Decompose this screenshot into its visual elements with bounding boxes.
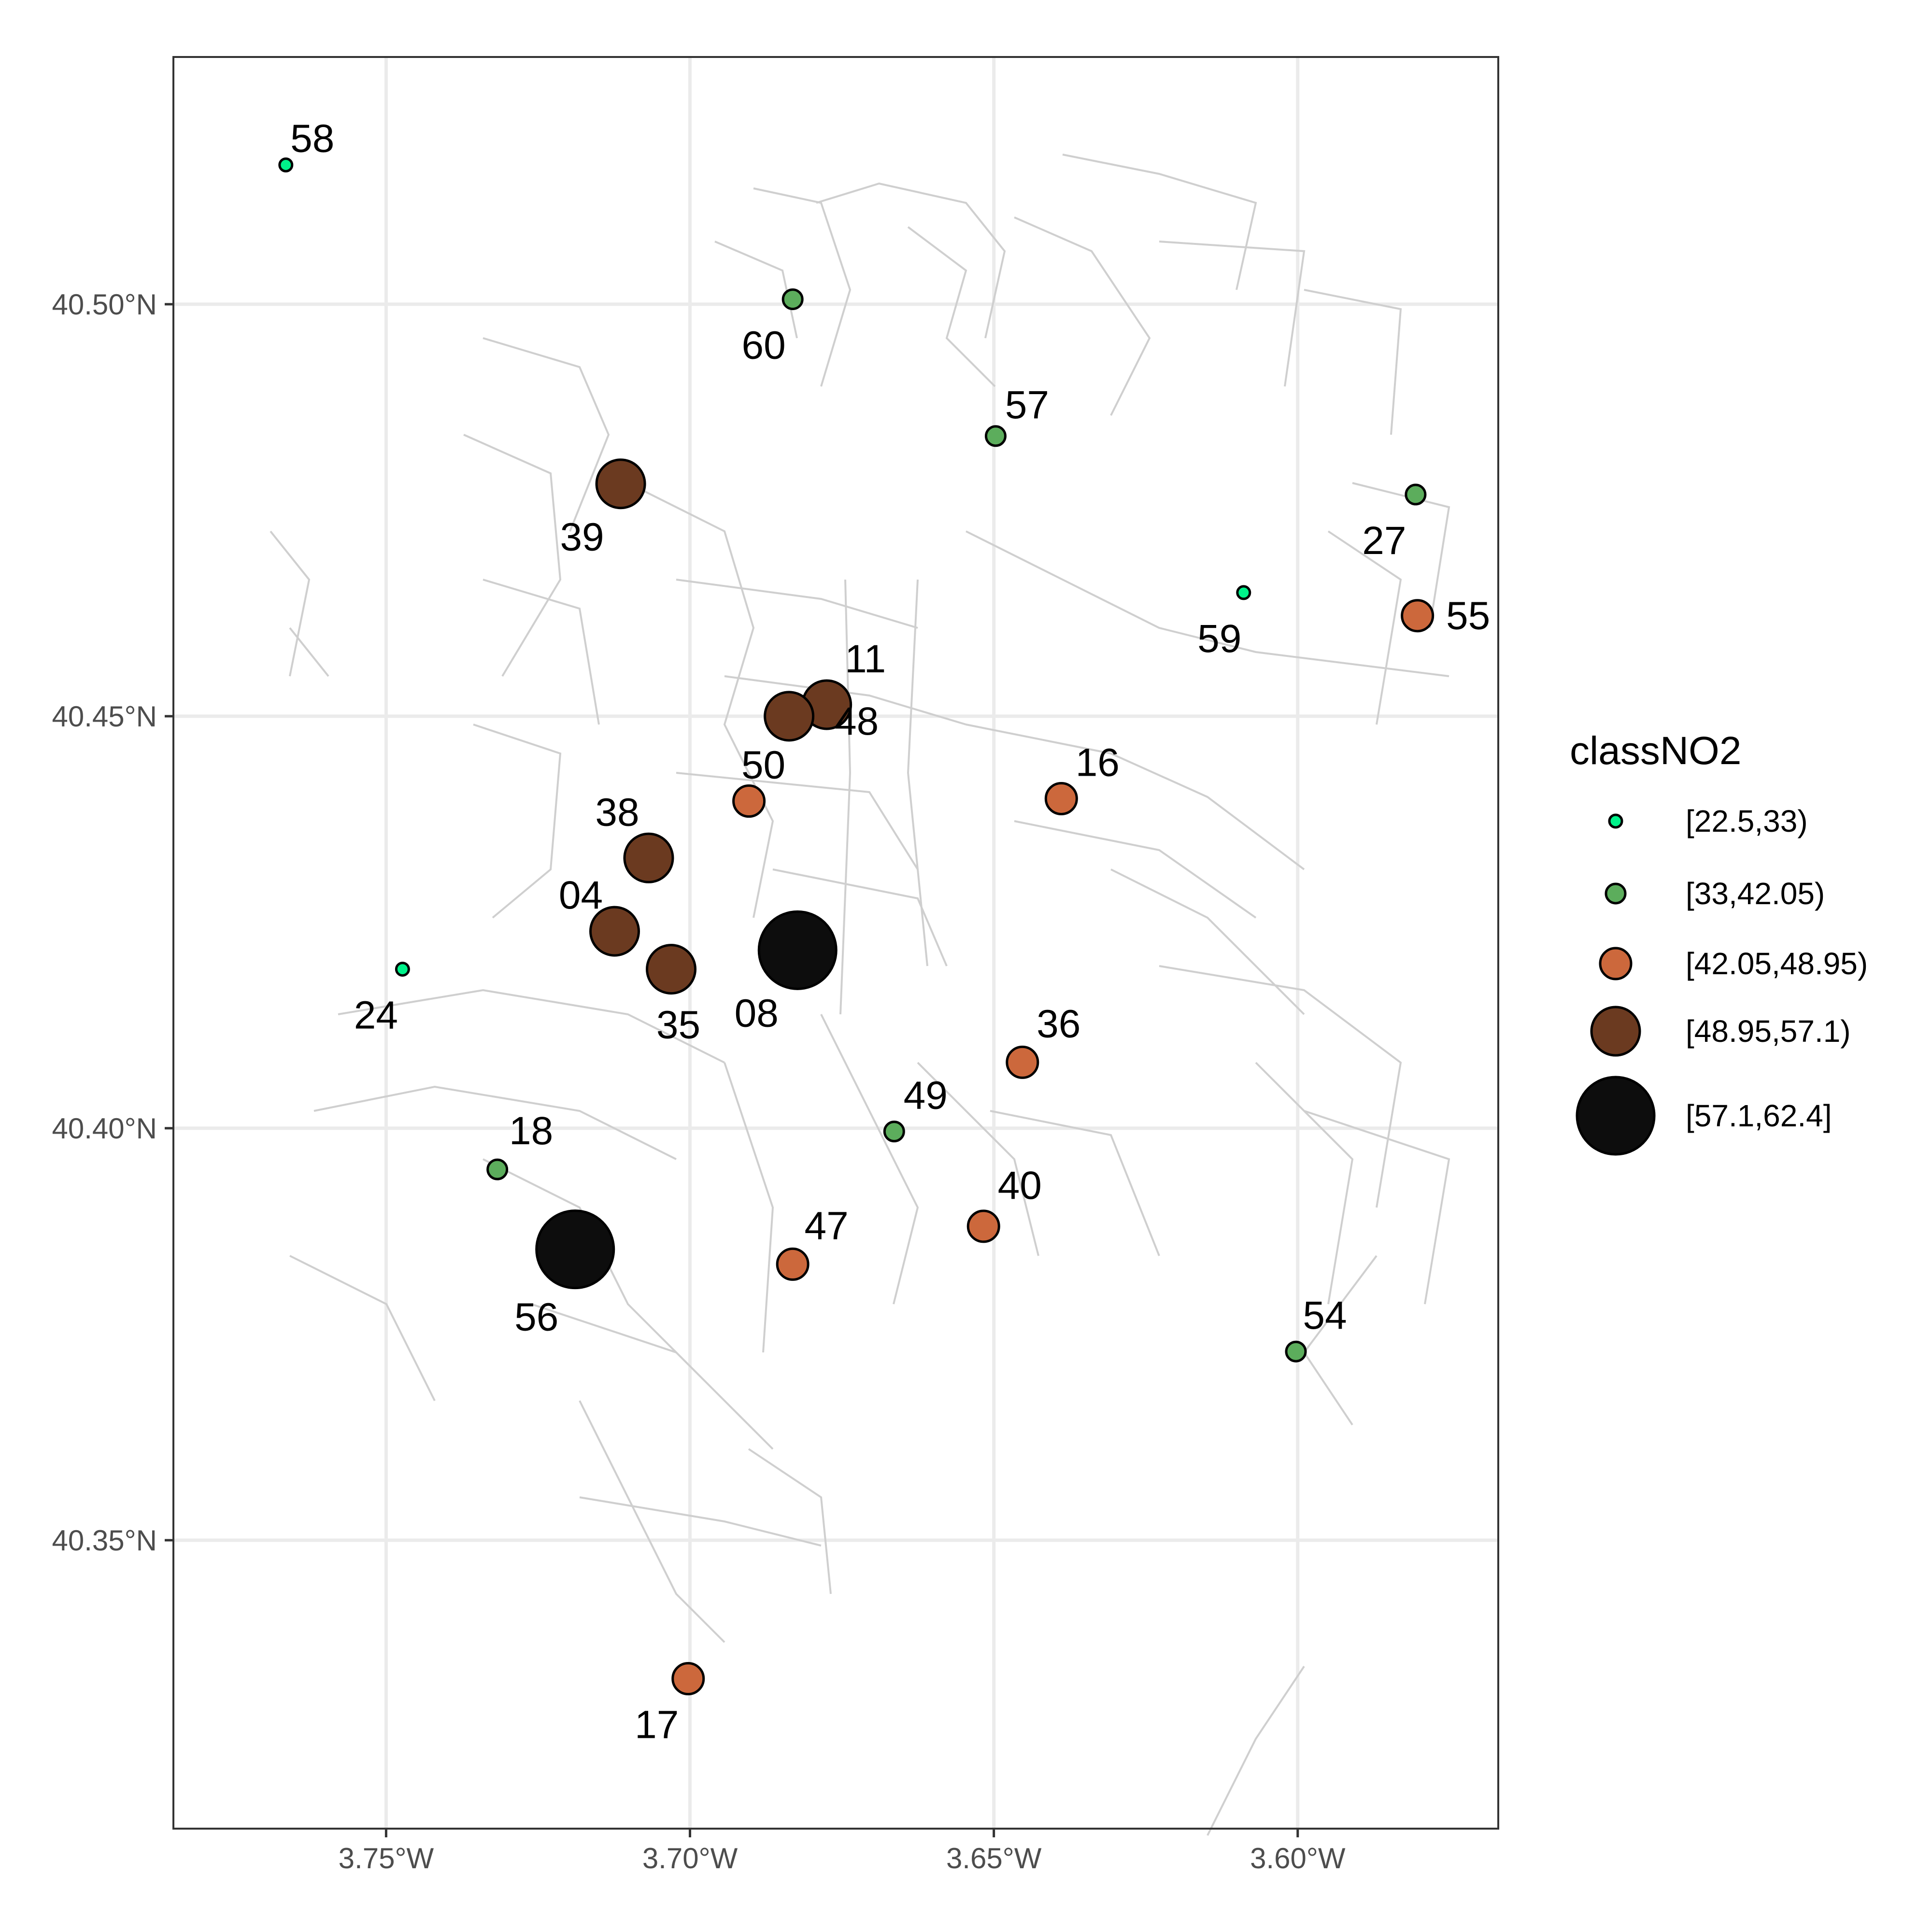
legend-key-4 <box>1576 1076 1656 1156</box>
station-label-38: 38 <box>595 790 639 834</box>
station-label-55: 55 <box>1446 594 1490 638</box>
y-tick-label: 40.50°N <box>52 288 157 321</box>
station-marker-40 <box>966 1209 1000 1243</box>
station-marker-60 <box>781 288 804 311</box>
station-label-08: 08 <box>735 991 779 1035</box>
legend-key-2 <box>1599 947 1633 980</box>
road-network-south <box>289 989 1305 1836</box>
station-marker-27 <box>1405 483 1427 506</box>
station-label-27: 27 <box>1362 519 1406 563</box>
map-panel: 58 60 57 39 27 59 55 11 50 16 38 48 04 08 24 35 36 49 18 40… <box>172 56 1499 1836</box>
x-tick-label: 3.75°W <box>339 1842 434 1875</box>
station-label-60: 60 <box>742 324 786 368</box>
station-marker-04 <box>589 906 640 957</box>
station-label-39: 39 <box>560 515 604 559</box>
station-label-57: 57 <box>1005 383 1049 427</box>
station-marker-17 <box>671 1662 705 1695</box>
x-tick-label: 3.60°W <box>1250 1842 1346 1875</box>
station-label-18: 18 <box>509 1109 553 1153</box>
panel-border <box>172 56 1499 1830</box>
legend-key-1 <box>1605 882 1627 905</box>
station-marker-50 <box>732 784 766 818</box>
station-label-49: 49 <box>904 1074 948 1118</box>
station-marker-16 <box>1044 781 1078 815</box>
x-tick-label: 3.65°W <box>946 1842 1042 1875</box>
station-label-48: 48 <box>835 699 879 743</box>
station-label-04: 04 <box>559 873 603 917</box>
road-network-west <box>270 337 610 919</box>
station-label-47: 47 <box>805 1204 849 1248</box>
station-marker-55 <box>1401 599 1435 633</box>
station-label-36: 36 <box>1037 1002 1080 1046</box>
station-marker-56 <box>535 1209 615 1290</box>
station-label-56: 56 <box>514 1295 558 1339</box>
x-axis: 3.75°W 3.70°W 3.65°W 3.60°W <box>339 1829 1346 1875</box>
y-tick-label: 40.40°N <box>52 1112 157 1145</box>
station-marker-54 <box>1285 1340 1307 1363</box>
street-network <box>270 154 1450 1836</box>
station-marker-08 <box>757 910 838 990</box>
station-label-17: 17 <box>635 1703 679 1747</box>
road-network-center <box>627 482 1449 1015</box>
station-marker-57 <box>984 425 1007 447</box>
station-marker-39 <box>595 458 646 510</box>
station-marker-58 <box>278 157 294 172</box>
station-label-11: 11 <box>845 637 886 681</box>
station-label-16: 16 <box>1076 740 1120 784</box>
legend: classNO2 [22.5,33) [33,42.05) [42.05,48.95)… <box>1570 729 1868 1156</box>
station-label-58: 58 <box>290 116 334 160</box>
legend-label-1: [33,42.05) <box>1686 876 1825 911</box>
y-axis: 40.35°N 40.40°N 40.45°N 40.50°N <box>52 288 173 1557</box>
station-marker-36 <box>1006 1045 1039 1079</box>
legend-key-3 <box>1590 1006 1641 1057</box>
road-network-north <box>714 154 1402 435</box>
station-label-35: 35 <box>656 1003 700 1047</box>
y-tick-label: 40.35°N <box>52 1524 157 1557</box>
station-label-50: 50 <box>741 743 785 787</box>
station-marker-24 <box>395 962 410 977</box>
legend-title: classNO2 <box>1570 729 1741 773</box>
station-points <box>278 157 1435 1695</box>
station-label-59: 59 <box>1197 617 1241 661</box>
station-marker-59 <box>1236 585 1251 600</box>
station-label-40: 40 <box>998 1164 1042 1208</box>
station-marker-48 <box>764 691 815 742</box>
y-tick-label: 40.45°N <box>52 700 157 733</box>
legend-label-4: [57.1,62.4] <box>1686 1098 1832 1133</box>
station-marker-35 <box>646 944 697 995</box>
station-marker-18 <box>486 1158 509 1180</box>
legend-label-0: [22.5,33) <box>1686 804 1808 838</box>
station-labels: 58 60 57 39 27 59 55 11 50 16 38 48 04 08 24 35 36 49 18 40… <box>290 116 1490 1747</box>
station-label-54: 54 <box>1303 1293 1347 1337</box>
station-label-24: 24 <box>354 994 398 1037</box>
x-tick-label: 3.70°W <box>642 1842 738 1875</box>
station-marker-47 <box>776 1247 810 1281</box>
station-marker-49 <box>883 1121 905 1143</box>
legend-label-2: [42.05,48.95) <box>1686 946 1868 981</box>
legend-key-0 <box>1608 813 1623 829</box>
station-marker-38 <box>623 832 674 883</box>
legend-label-3: [48.95,57.1) <box>1686 1014 1851 1049</box>
